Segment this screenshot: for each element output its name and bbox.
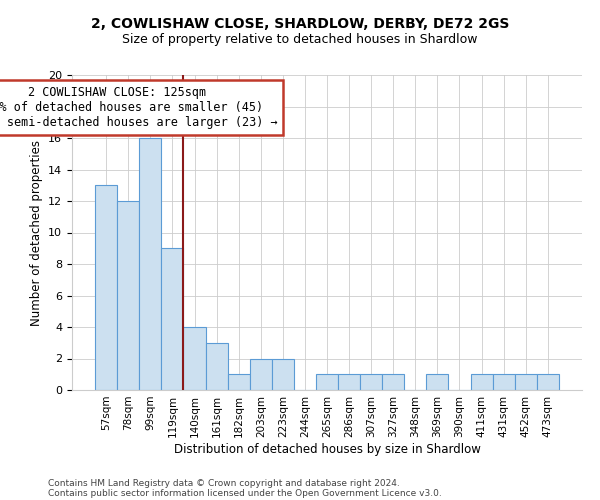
Bar <box>95 185 117 390</box>
Bar <box>493 374 515 390</box>
Bar <box>139 138 161 390</box>
Bar <box>537 374 559 390</box>
Bar <box>161 248 184 390</box>
Text: 2, COWLISHAW CLOSE, SHARDLOW, DERBY, DE72 2GS: 2, COWLISHAW CLOSE, SHARDLOW, DERBY, DE7… <box>91 18 509 32</box>
Bar <box>117 201 139 390</box>
Bar <box>227 374 250 390</box>
Bar <box>360 374 382 390</box>
Bar <box>515 374 537 390</box>
Bar <box>316 374 338 390</box>
Text: 2 COWLISHAW CLOSE: 125sqm
← 66% of detached houses are smaller (45)
34% of semi-: 2 COWLISHAW CLOSE: 125sqm ← 66% of detac… <box>0 86 278 129</box>
Bar <box>470 374 493 390</box>
Bar <box>272 358 294 390</box>
Text: Size of property relative to detached houses in Shardlow: Size of property relative to detached ho… <box>122 32 478 46</box>
Bar <box>382 374 404 390</box>
Bar <box>206 343 227 390</box>
Text: Contains public sector information licensed under the Open Government Licence v3: Contains public sector information licen… <box>48 488 442 498</box>
Text: Contains HM Land Registry data © Crown copyright and database right 2024.: Contains HM Land Registry data © Crown c… <box>48 478 400 488</box>
Y-axis label: Number of detached properties: Number of detached properties <box>29 140 43 326</box>
Bar <box>250 358 272 390</box>
Bar <box>184 327 206 390</box>
Bar <box>338 374 360 390</box>
Bar <box>427 374 448 390</box>
X-axis label: Distribution of detached houses by size in Shardlow: Distribution of detached houses by size … <box>173 442 481 456</box>
